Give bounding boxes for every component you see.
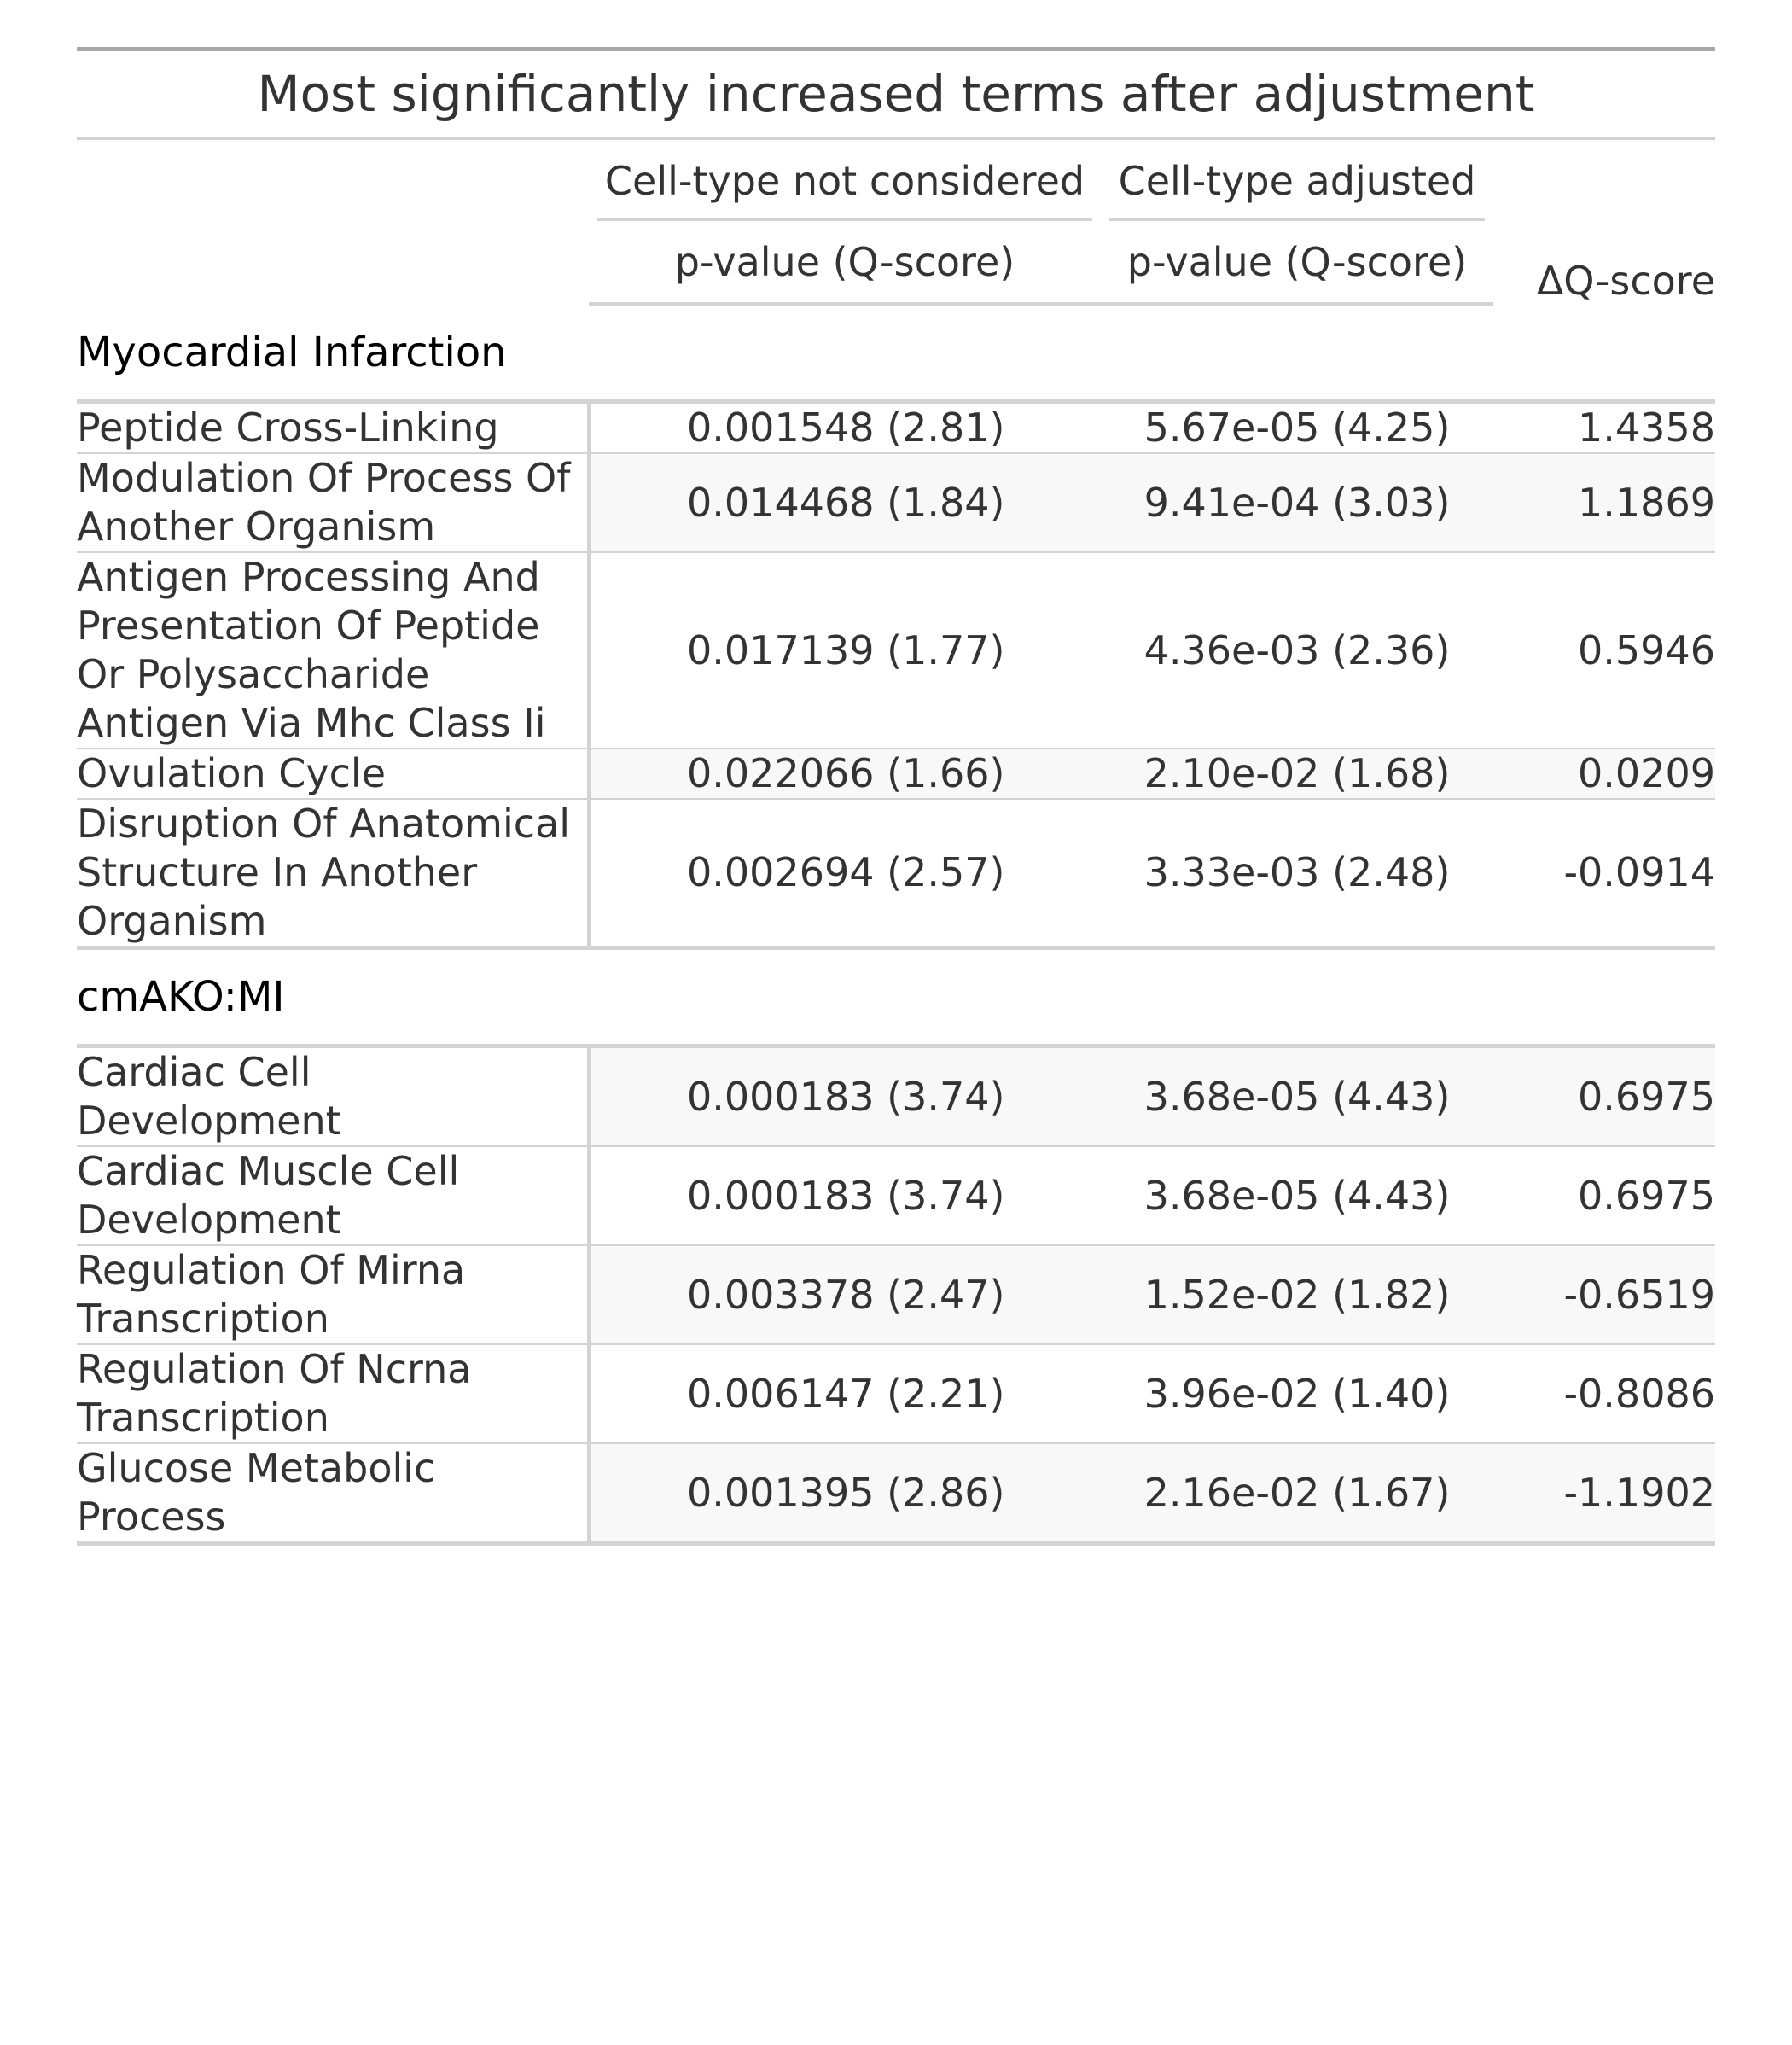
term-cell: Glucose Metabolic Process	[77, 1443, 591, 1544]
term-cell: Regulation Of Ncrna Transcription	[77, 1344, 591, 1444]
table-body: Myocardial Infarction Peptide Cross-Linki…	[77, 304, 1715, 1544]
pvalue-adjusted-cell: 5.67e-05 (4.25)	[1101, 401, 1493, 454]
delta-qscore-cell: 1.1869	[1493, 453, 1715, 553]
delta-qscore-cell: -0.0914	[1563, 849, 1715, 895]
delta-qscore-cell: 0.6975	[1493, 1146, 1715, 1246]
column-header-delta-qscore: ΔQ-score	[1536, 258, 1715, 304]
pvalue-unadjusted-cell: 0.000183 (3.74)	[589, 1046, 1101, 1147]
table-row: Regulation Of Ncrna Transcription 0.00614…	[77, 1344, 1715, 1444]
group-label: Myocardial Infarction	[77, 304, 1715, 404]
term-cell: Cardiac Muscle Cell Development	[77, 1146, 591, 1246]
column-header-pvalue-unadjusted: p-value (Q-score)	[589, 221, 1101, 306]
spanner-not-considered: Cell-type not considered	[589, 138, 1101, 221]
delta-qscore-cell: 0.6975	[1493, 1046, 1715, 1147]
group-row: cmAKO:MI	[77, 946, 1715, 1048]
table-row: Cardiac Cell Development 0.000183 (3.74) 3…	[77, 1046, 1715, 1147]
table-row: Cardiac Muscle Cell Development 0.000183 …	[77, 1146, 1715, 1246]
pvalue-adjusted-cell: 4.36e-03 (2.36)	[1101, 552, 1493, 749]
term-cell: Modulation Of Process Of Another Organis…	[77, 453, 591, 553]
table-title: Most significantly increased terms after…	[77, 49, 1715, 140]
delta-qscore-cell: 0.5946	[1493, 552, 1715, 749]
pvalue-adjusted-cell: 3.68e-05 (4.43)	[1101, 1146, 1493, 1246]
results-table: Most significantly increased terms after…	[77, 47, 1715, 1546]
delta-qscore-cell: 0.0209	[1493, 749, 1715, 800]
delta-qscore-cell: -0.6519	[1493, 1245, 1715, 1345]
table-row: Disruption Of Anatomical Structure In An…	[77, 799, 1715, 948]
spanner-adjusted-label: Cell-type adjusted	[1109, 158, 1485, 221]
pvalue-unadjusted-cell: 0.001548 (2.81)	[589, 401, 1101, 454]
pvalue-unadjusted-cell: 0.022066 (1.66)	[589, 749, 1101, 800]
pvalue-unadjusted-cell: 0.001395 (2.86)	[589, 1443, 1101, 1544]
delta-qscore-cell: 1.4358	[1493, 401, 1715, 454]
spanner-spacer	[1493, 138, 1715, 221]
table-row: Glucose Metabolic Process 0.001395 (2.86)…	[77, 1443, 1715, 1544]
pvalue-unadjusted-cell: 0.006147 (2.21)	[589, 1344, 1101, 1444]
term-cell: Peptide Cross-Linking	[77, 401, 591, 454]
pvalue-adjusted-cell: 1.52e-02 (1.82)	[1101, 1245, 1493, 1345]
delta-qscore-cell: -0.8086	[1493, 1344, 1715, 1444]
pvalue-unadjusted-cell: 0.014468 (1.84)	[589, 453, 1101, 553]
group-label: cmAKO:MI	[77, 946, 1715, 1048]
delta-qscore-cell: -1.1902	[1493, 1443, 1715, 1544]
table-row: Ovulation Cycle 0.022066 (1.66) 2.10e-02 (…	[77, 749, 1715, 800]
column-header-pvalue-adjusted: p-value (Q-score)	[1101, 221, 1493, 306]
pvalue-unadjusted-cell: 0.002694 (2.57)	[687, 849, 1005, 895]
pvalue-adjusted-cell: 3.96e-02 (1.40)	[1101, 1344, 1493, 1444]
spanner-adjusted: Cell-type adjusted	[1101, 138, 1493, 221]
pvalue-unadjusted-cell: 0.017139 (1.77)	[589, 552, 1101, 749]
term-cell: Antigen Processing And Presentation Of P…	[77, 552, 591, 749]
table-row: Modulation Of Process Of Another Organis…	[77, 453, 1715, 553]
pvalue-adjusted-cell: 2.10e-02 (1.68)	[1101, 749, 1493, 800]
group-row: Myocardial Infarction	[77, 304, 1715, 404]
pvalue-adjusted-cell: 3.68e-05 (4.43)	[1101, 1046, 1493, 1147]
stub-header-spacer	[77, 138, 589, 221]
pvalue-unadjusted-cell: 0.000183 (3.74)	[589, 1146, 1101, 1246]
stub-header	[77, 221, 589, 304]
term-cell: Ovulation Cycle	[77, 749, 591, 800]
pvalue-unadjusted-cell: 0.003378 (2.47)	[589, 1245, 1101, 1345]
term-cell: Cardiac Cell Development	[77, 1046, 591, 1147]
pvalue-adjusted-cell: 3.33e-03 (2.48)	[1143, 849, 1451, 895]
table-row: Peptide Cross-Linking 0.001548 (2.81) 5.67…	[77, 401, 1715, 454]
table-row: Antigen Processing And Presentation Of P…	[77, 552, 1715, 749]
table-row: Regulation Of Mirna Transcription 0.00337…	[77, 1245, 1715, 1345]
pvalue-adjusted-cell: 9.41e-04 (3.03)	[1101, 453, 1493, 553]
term-cell: Disruption Of Anatomical Structure In An…	[77, 799, 591, 948]
term-cell: Regulation Of Mirna Transcription	[77, 1245, 591, 1345]
pvalue-adjusted-cell: 2.16e-02 (1.67)	[1101, 1443, 1493, 1544]
spanner-not-considered-label: Cell-type not considered	[597, 158, 1092, 221]
